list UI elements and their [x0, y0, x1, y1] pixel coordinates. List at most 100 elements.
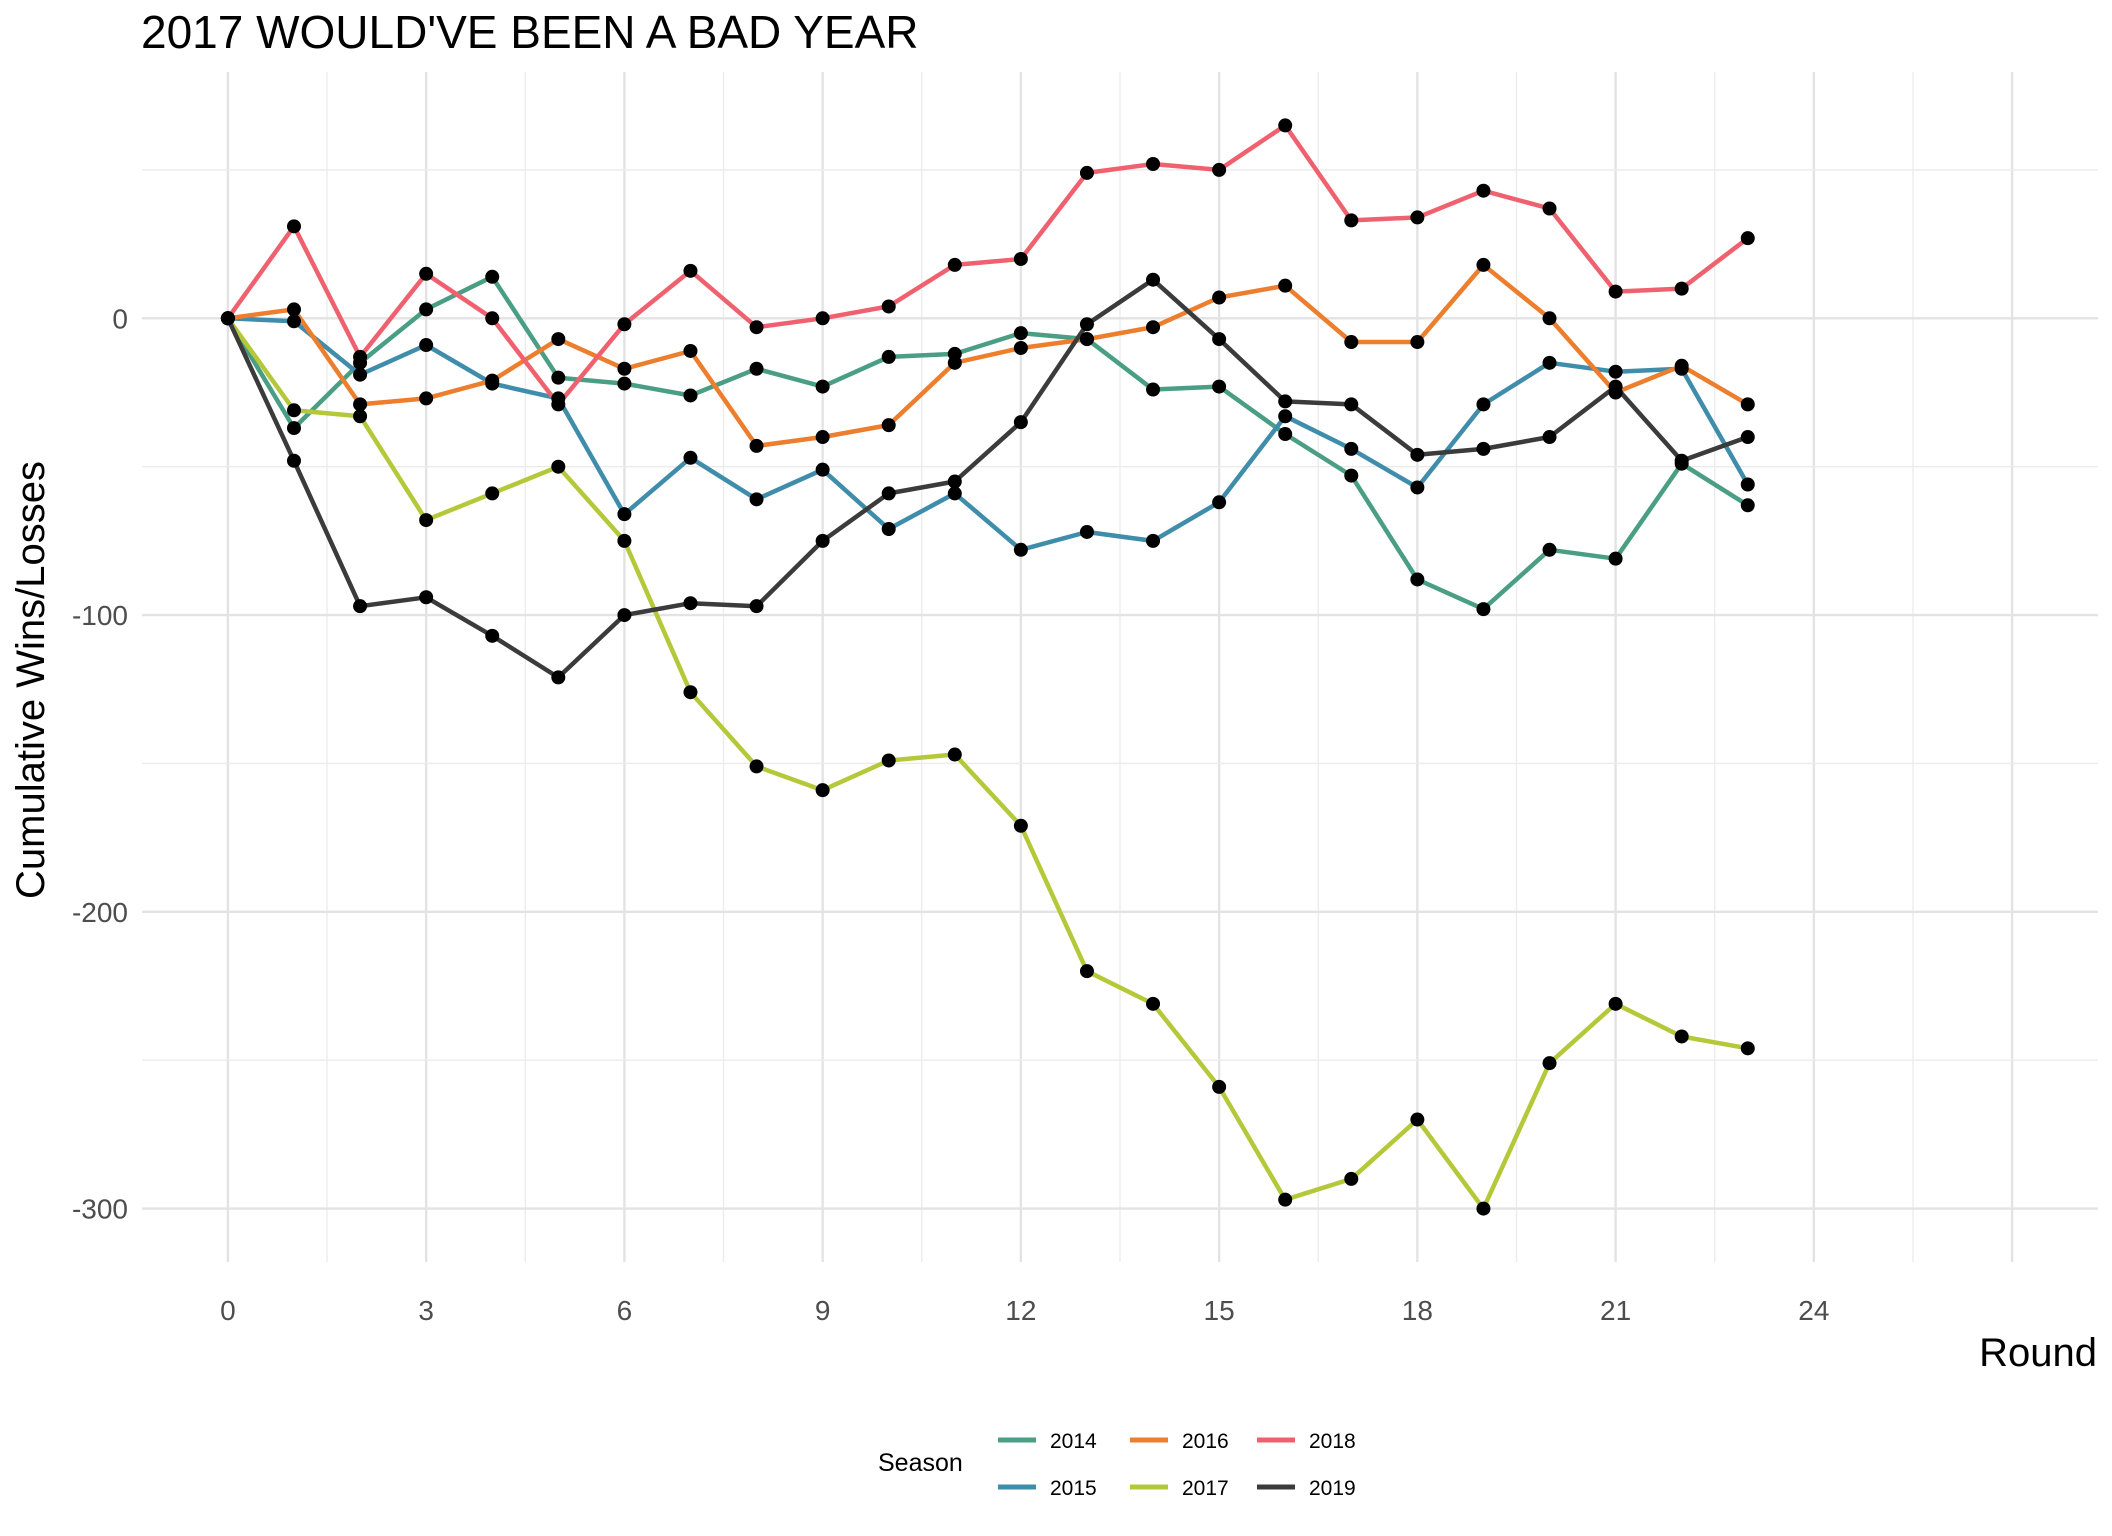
data-point-2015 — [1410, 480, 1425, 495]
data-point-2016 — [1476, 257, 1491, 272]
data-point-2015 — [286, 314, 301, 329]
data-point-2019 — [1278, 394, 1293, 409]
data-point-2016 — [881, 418, 896, 433]
data-point-2019 — [881, 486, 896, 501]
data-point-2017 — [353, 409, 368, 424]
data-point-2019 — [1740, 430, 1755, 445]
x-axis-label: Round — [1979, 1331, 2097, 1375]
data-point-2015 — [419, 338, 434, 353]
data-point-2017 — [419, 513, 434, 528]
data-point-2017 — [551, 459, 566, 474]
data-point-2014 — [1278, 427, 1293, 442]
data-point-2015 — [1476, 397, 1491, 412]
data-point-2015 — [683, 450, 698, 465]
data-point-2018 — [1212, 162, 1227, 177]
data-point-2014 — [1410, 572, 1425, 587]
series-line-2016 — [225, 262, 1751, 449]
data-point-2017 — [286, 403, 301, 418]
data-point-2015 — [1740, 477, 1755, 492]
data-point-2014 — [1344, 468, 1359, 483]
data-point-2017 — [617, 533, 632, 548]
data-point-2017 — [1212, 1079, 1227, 1094]
legend: Season 2014 2015 2016 2017 2018 2019 — [878, 1430, 1356, 1500]
grid — [142, 72, 2098, 1262]
data-point-2018 — [485, 311, 500, 326]
y-axis-label: Cumulative Wins/Losses — [9, 461, 53, 899]
data-point-2014 — [1212, 379, 1227, 394]
data-point-2018 — [881, 299, 896, 314]
legend-label-2016: 2016 — [1182, 1430, 1229, 1453]
y-axis-ticks: -300 -200 -100 0 — [72, 303, 128, 1224]
data-point-2018 — [1344, 213, 1359, 228]
y-tick-label: 0 — [112, 303, 128, 334]
data-point-2017 — [815, 783, 830, 798]
data-point-2016 — [683, 343, 698, 358]
data-point-2018 — [286, 219, 301, 234]
data-point-2019 — [353, 599, 368, 614]
data-point-2016 — [1740, 397, 1755, 412]
data-point-2019 — [1013, 415, 1028, 430]
data-point-2018 — [353, 349, 368, 364]
data-point-2014 — [1476, 602, 1491, 617]
data-point-2019 — [815, 533, 830, 548]
series-line-2017 — [225, 316, 1751, 1211]
x-tick-label: 15 — [1204, 1295, 1235, 1326]
series-line-2018 — [225, 123, 1751, 407]
series-line-2015 — [225, 316, 1751, 553]
data-point-2016 — [286, 302, 301, 317]
data-point-2014 — [617, 376, 632, 391]
data-point-2017 — [1476, 1201, 1491, 1216]
x-axis-ticks: 0 3 6 9 12 15 18 21 24 — [220, 1295, 1829, 1326]
data-point-2019 — [617, 608, 632, 623]
data-point-2019 — [286, 453, 301, 468]
data-point-2016 — [1278, 278, 1293, 293]
x-tick-label: 3 — [418, 1295, 434, 1326]
data-point-2018 — [1079, 165, 1094, 180]
data-point-2019 — [1608, 379, 1623, 394]
data-point-2018 — [617, 317, 632, 332]
legend-label-2019: 2019 — [1309, 1477, 1356, 1500]
chart-title: 2017 WOULD'VE BEEN A BAD YEAR — [141, 6, 919, 58]
data-point-2018 — [815, 311, 830, 326]
data-point-2018 — [947, 257, 962, 272]
data-point-2015 — [1608, 364, 1623, 379]
data-point-2017 — [1344, 1171, 1359, 1186]
data-point-2014 — [485, 269, 500, 284]
legend-title: Season — [878, 1449, 963, 1477]
data-point-2016 — [1146, 320, 1161, 335]
data-point-2018 — [1674, 281, 1689, 296]
data-point-2018 — [1410, 210, 1425, 225]
legend-label-2017: 2017 — [1182, 1477, 1229, 1500]
data-point-2018 — [419, 266, 434, 281]
data-point-2018 — [1542, 201, 1557, 216]
data-point-2019 — [1674, 453, 1689, 468]
data-point-2019 — [220, 311, 235, 326]
series-points — [220, 118, 1755, 1216]
data-point-2014 — [1608, 551, 1623, 566]
data-point-2018 — [1740, 231, 1755, 246]
data-point-2018 — [1278, 118, 1293, 133]
data-point-2018 — [551, 397, 566, 412]
data-point-2016 — [1542, 311, 1557, 326]
data-point-2017 — [1608, 996, 1623, 1011]
data-point-2017 — [1674, 1029, 1689, 1044]
data-point-2016 — [419, 391, 434, 406]
data-point-2016 — [1212, 290, 1227, 305]
series-line-2014 — [225, 274, 1751, 612]
data-point-2016 — [1013, 340, 1028, 355]
data-point-2017 — [683, 685, 698, 700]
y-tick-label: -200 — [72, 897, 128, 928]
data-point-2019 — [1476, 441, 1491, 456]
data-point-2015 — [947, 486, 962, 501]
data-point-2016 — [1079, 332, 1094, 347]
data-point-2019 — [1542, 430, 1557, 445]
data-point-2015 — [881, 522, 896, 537]
x-tick-label: 18 — [1402, 1295, 1433, 1326]
data-point-2015 — [1344, 441, 1359, 456]
data-point-2016 — [485, 373, 500, 388]
data-point-2019 — [1410, 447, 1425, 462]
x-tick-label: 12 — [1005, 1295, 1036, 1326]
data-point-2018 — [1608, 284, 1623, 299]
data-point-2017 — [1740, 1041, 1755, 1056]
